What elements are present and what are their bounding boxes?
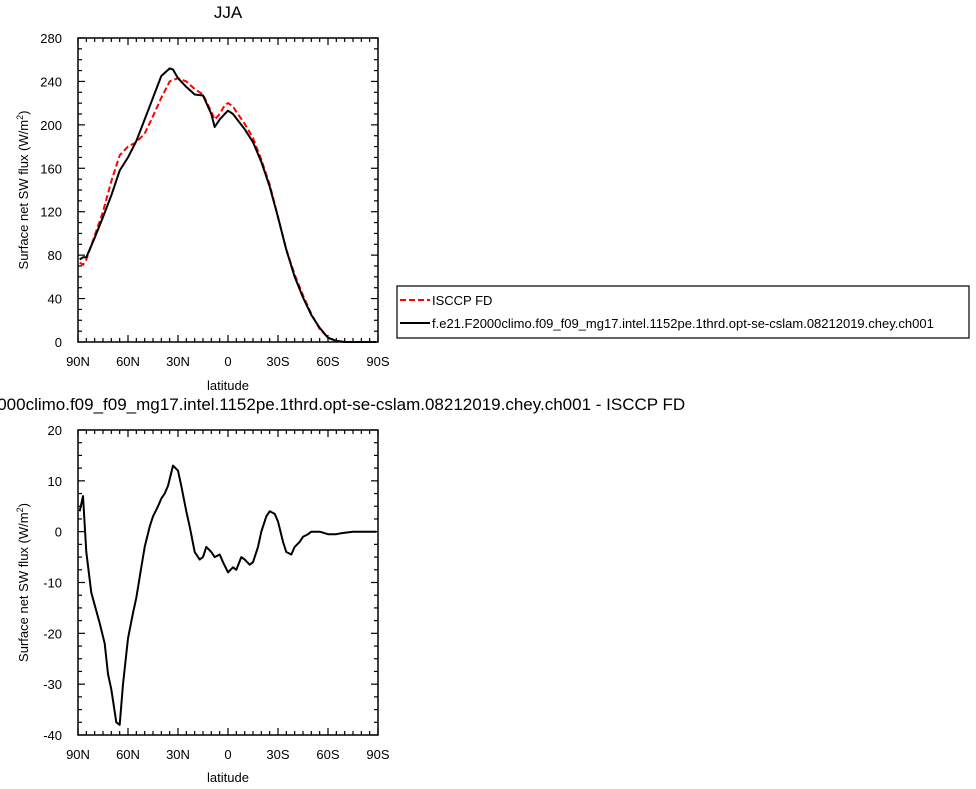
x-tick-label: 30S — [266, 354, 289, 369]
x-tick-label: 90N — [66, 747, 90, 762]
x-tick-label: 30S — [266, 747, 289, 762]
x-tick-label: 60S — [316, 747, 339, 762]
y-tick-label: 40 — [48, 292, 62, 307]
x-tick-label: 0 — [224, 354, 231, 369]
x-axis-label: latitude — [207, 770, 249, 785]
plot-frame — [77, 37, 379, 343]
x-tick-label: 90N — [66, 354, 90, 369]
y-tick-label: 240 — [40, 74, 62, 89]
y-axis-label: Surface net SW flux (W/m2) — [15, 503, 31, 662]
chart-2: f.e21.F2000climo.f09_f09_mg17.intel.1152… — [0, 395, 685, 785]
series-line-2 — [79, 67, 377, 343]
y-tick-label: 120 — [40, 205, 62, 220]
x-tick-label: 90S — [366, 747, 389, 762]
y-tick-label: -20 — [43, 626, 62, 641]
y-tick-label: -10 — [43, 576, 62, 591]
x-tick-label: 90S — [366, 354, 389, 369]
series-line-1 — [79, 77, 377, 343]
chart-1: JJA 90N 60N 30N 0 30S 60S 90S 0 40 80 120 160 200 240 2… — [15, 3, 970, 393]
y-tick-label: -40 — [43, 728, 62, 743]
y-tick-label: 160 — [40, 161, 62, 176]
y-axis-label: Surface net SW flux (W/m2) — [15, 111, 31, 270]
legend-box — [396, 285, 970, 339]
y-tick-label: 280 — [40, 31, 62, 46]
y-tick-label: 0 — [55, 335, 62, 350]
y-tick-label: 10 — [48, 474, 62, 489]
series-line-1 — [78, 464, 377, 726]
y-tick-label: 80 — [48, 248, 62, 263]
legend-label-2: f.e21.F2000climo.f09_f09_mg17.intel.1152… — [432, 316, 934, 331]
x-tick-label: 0 — [224, 747, 231, 762]
y-tick-label: -30 — [43, 677, 62, 692]
x-tick-label: 60S — [316, 354, 339, 369]
x-tick-label: 60N — [116, 354, 140, 369]
y-tick-label: 200 — [40, 118, 62, 133]
chart-title: f.e21.F2000climo.f09_f09_mg17.intel.1152… — [0, 395, 685, 414]
y-tick-label: 20 — [48, 423, 62, 438]
chart-title: JJA — [214, 3, 243, 22]
x-tick-label: 30N — [166, 354, 190, 369]
x-tick-label: 60N — [116, 747, 140, 762]
legend: ISCCP FD f.e21.F2000climo.f09_f09_mg17.in… — [396, 285, 970, 339]
legend-label-1: ISCCP FD — [432, 293, 492, 308]
x-tick-label: 30N — [166, 747, 190, 762]
x-axis-label: latitude — [207, 378, 249, 393]
y-tick-label: 0 — [55, 525, 62, 540]
